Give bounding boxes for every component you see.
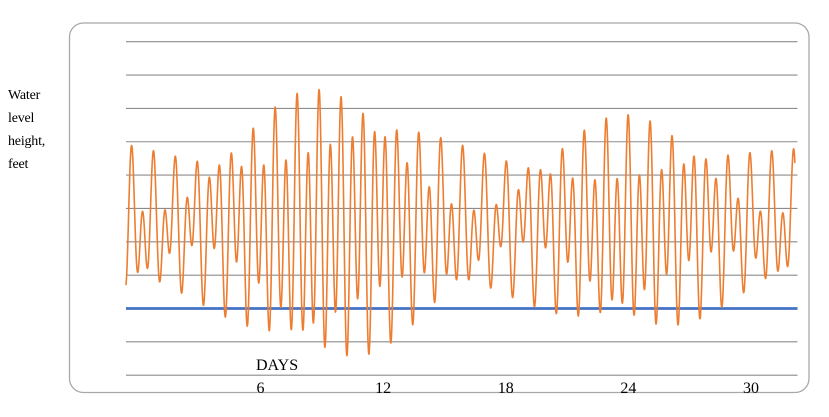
- plot-area-border: [68, 22, 810, 394]
- y-axis-title-line: level: [8, 111, 35, 126]
- x-axis-title: DAYS: [256, 357, 299, 374]
- y-axis-title-line: height,: [8, 134, 46, 149]
- y-axis-title: Water level height, feet: [8, 84, 45, 176]
- y-axis-title-line: feet: [8, 157, 29, 172]
- y-axis-title-line: Water: [8, 88, 41, 103]
- tide-series-line: [125, 88, 796, 357]
